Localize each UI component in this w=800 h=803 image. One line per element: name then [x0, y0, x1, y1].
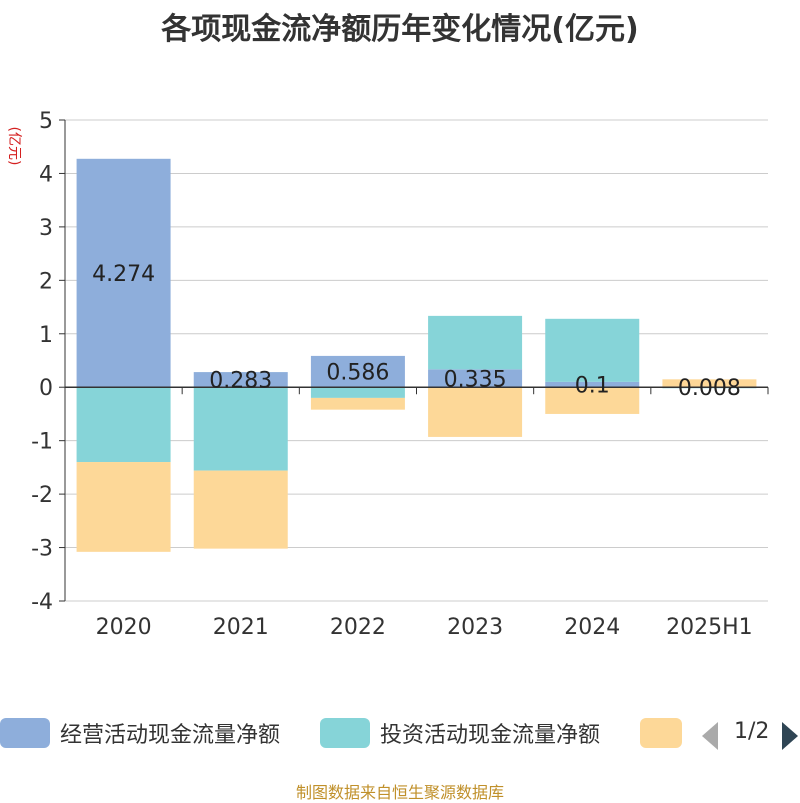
x-tick-label: 2020 — [96, 615, 152, 640]
bar-series-2-2022[interactable] — [311, 398, 405, 410]
legend-item-operating[interactable]: 经营活动现金流量净额 — [0, 716, 280, 750]
bar-series-1-2021[interactable] — [194, 387, 288, 470]
y-axis-label: (亿元) — [6, 127, 22, 166]
y-tick-label: -4 — [31, 590, 53, 615]
bar-series-1-2022[interactable] — [311, 387, 405, 398]
y-tick-label: -1 — [31, 430, 53, 455]
y-tick-label: 3 — [39, 216, 53, 241]
legend-item-financing[interactable] — [640, 716, 682, 750]
bars — [77, 159, 757, 552]
legend-label-investing: 投资活动现金流量净额 — [380, 717, 600, 749]
data-label: 0.335 — [444, 367, 507, 392]
legend-prev-page-icon[interactable] — [702, 722, 718, 750]
legend-swatch-financing — [640, 718, 682, 748]
y-tick-label: 4 — [39, 162, 53, 187]
x-tick-label: 2021 — [213, 615, 269, 640]
data-label: 4.274 — [92, 262, 155, 287]
data-source-note: 制图数据来自恒生聚源数据库 — [0, 779, 800, 803]
legend-next-page-icon[interactable] — [782, 722, 798, 750]
x-tick-label: 2022 — [330, 615, 386, 640]
bar-series-2-2020[interactable] — [77, 462, 171, 552]
data-label: 0.586 — [326, 361, 389, 386]
x-tick-label: 2023 — [447, 615, 503, 640]
y-tick-label: 1 — [39, 323, 53, 348]
bar-series-2-2021[interactable] — [194, 471, 288, 549]
legend-item-investing[interactable]: 投资活动现金流量净额 — [320, 716, 600, 750]
y-tick-label: 2 — [39, 269, 53, 294]
y-tick-label: -3 — [31, 537, 53, 562]
bar-series-1-2023[interactable] — [428, 316, 522, 369]
y-tick-label: -2 — [31, 483, 53, 508]
bar-series-1-2020[interactable] — [77, 387, 171, 462]
data-label: 0.283 — [209, 369, 272, 394]
data-labels: 4.274 0.283 0.586 0.335 0.1 0.008 — [92, 262, 741, 401]
y-tick-label: 5 — [39, 109, 53, 134]
y-tick-label: 0 — [39, 376, 53, 401]
bar-series-2-2023[interactable] — [428, 387, 522, 437]
x-tick-label: 2025H1 — [666, 615, 753, 640]
legend-swatch-operating — [0, 718, 50, 748]
data-label: 0.1 — [575, 374, 610, 399]
legend-page-indicator: 1/2 — [734, 719, 769, 744]
legend-swatch-investing — [320, 718, 370, 748]
legend-label-operating: 经营活动现金流量净额 — [60, 717, 280, 749]
x-tick-label: 2024 — [564, 615, 620, 640]
bar-series-1-2024[interactable] — [545, 319, 639, 382]
data-label: 0.008 — [678, 376, 741, 401]
